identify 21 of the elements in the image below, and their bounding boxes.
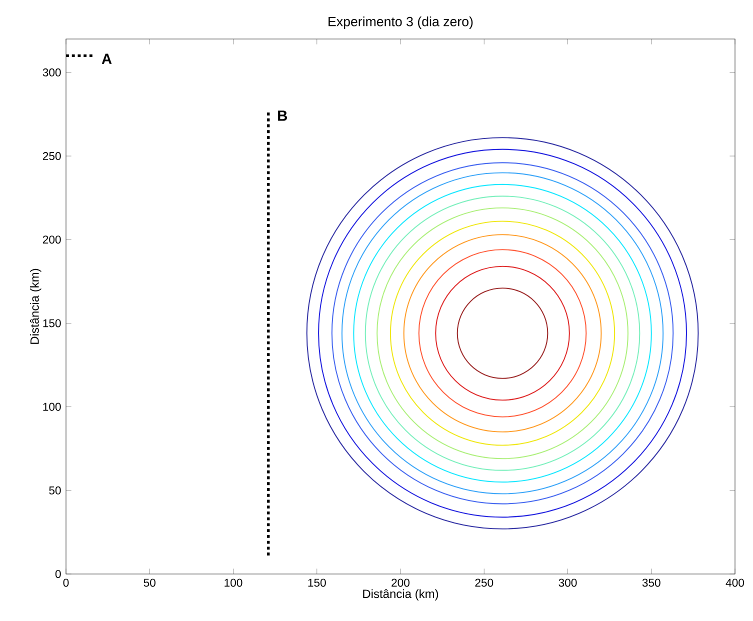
x-tick-label: 0 (63, 578, 69, 587)
x-axis-title: Distância (km) (363, 589, 438, 600)
y-tick-label: 50 (49, 486, 61, 494)
y-tick-label: 250 (42, 152, 61, 160)
x-tick-label: 50 (144, 578, 156, 587)
x-tick-label: 350 (642, 578, 660, 587)
y-axis-title: Distância (km) (30, 268, 42, 344)
y-tick-label: 0 (55, 570, 61, 578)
x-tick-label: 300 (558, 578, 577, 587)
x-tick-label: 250 (475, 578, 494, 587)
y-tick-label: 100 (43, 402, 61, 411)
y-tick-label: 300 (42, 68, 61, 76)
series-label: A (102, 54, 112, 64)
x-tick-label: 150 (308, 578, 326, 587)
y-tick-label: 200 (42, 236, 61, 244)
x-tick-label: 400 (726, 578, 744, 587)
series-label: B (278, 110, 287, 121)
chart-title: Experimento 3 (dia zero) (328, 16, 473, 29)
y-tick-label: 150 (43, 319, 61, 328)
x-tick-label: 100 (224, 578, 242, 587)
x-tick-label: 200 (392, 578, 410, 587)
